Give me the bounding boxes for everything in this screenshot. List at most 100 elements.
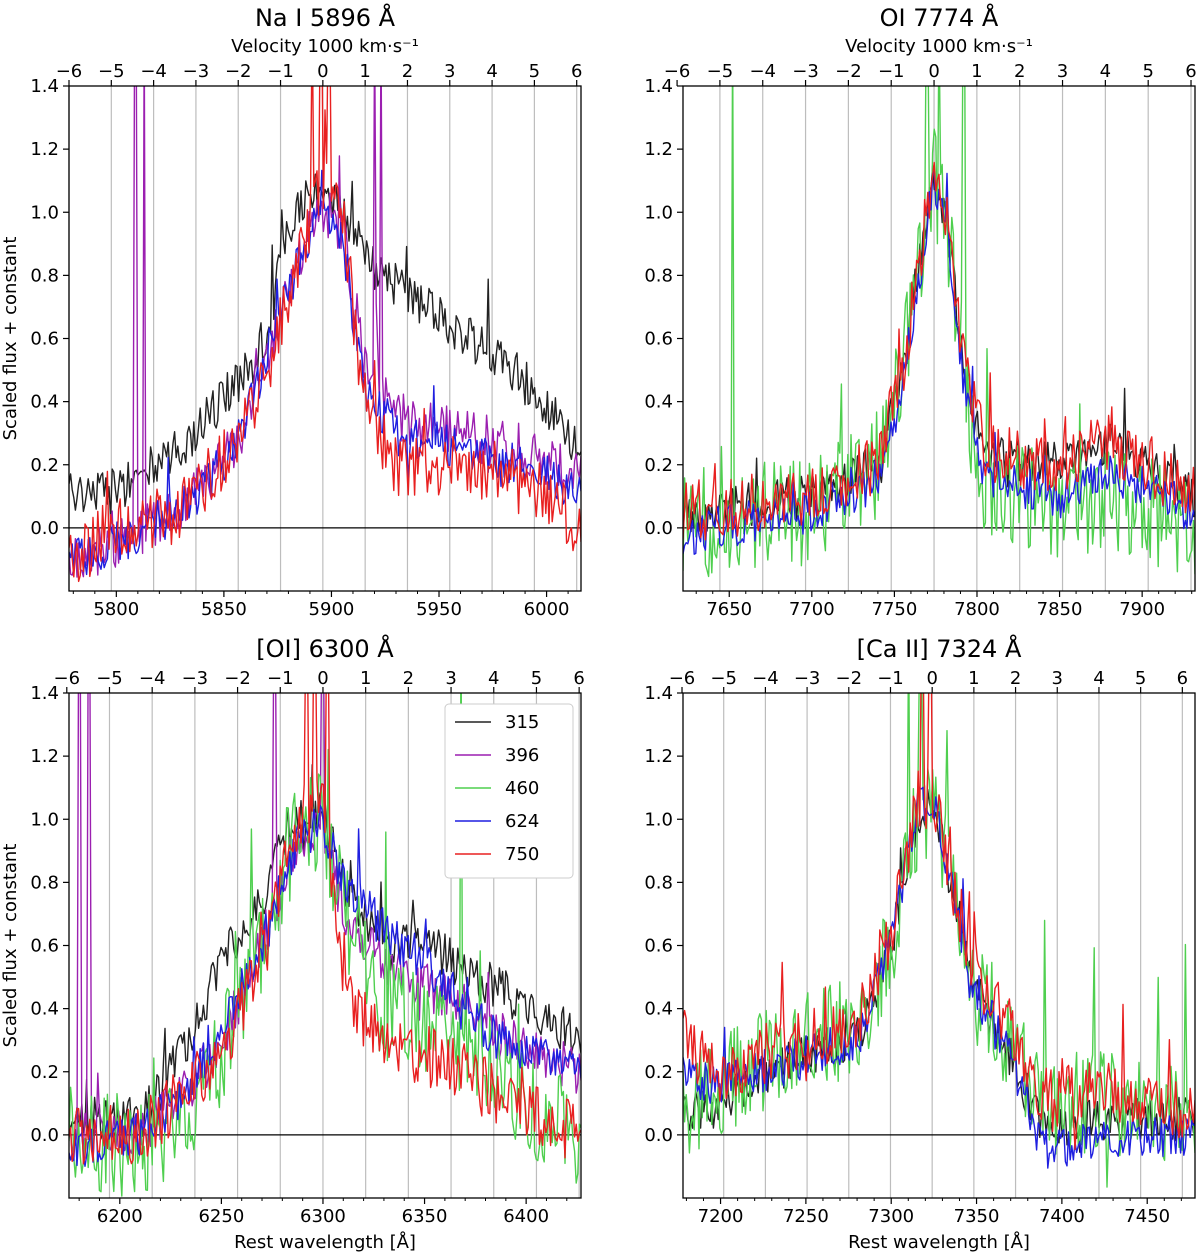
legend-label-750: 750 xyxy=(505,844,539,865)
x-tick-label: 7800 xyxy=(954,599,1000,620)
velocity-tick-label: −4 xyxy=(752,668,779,689)
velocity-tick-label: −4 xyxy=(140,61,167,82)
x-tick-label: 7450 xyxy=(1124,1206,1170,1227)
x-axis-label: Rest wavelength [Å] xyxy=(234,1231,416,1253)
velocity-tick-label: 6 xyxy=(1185,61,1196,82)
panel-1: 5800 5850 5900 5950 6000 0.0 0.2 0.4 0.6 0.8 1.0 1.… xyxy=(0,3,582,620)
velocity-tick-label: 1 xyxy=(360,668,371,689)
legend-label-460: 460 xyxy=(505,778,539,799)
x-tick-label: 5800 xyxy=(93,599,139,620)
y-tick-label: 1.2 xyxy=(30,139,59,160)
x-tick-label: 7250 xyxy=(783,1206,829,1227)
velocity-tick-label: 1 xyxy=(968,668,979,689)
velocity-tick-label: −5 xyxy=(96,668,123,689)
velocity-tick-label: −2 xyxy=(835,61,862,82)
x-tick-label: 7650 xyxy=(706,599,752,620)
y-tick-label: 0.8 xyxy=(30,265,59,286)
series-line-315 xyxy=(69,173,581,521)
y-tick-label: 0.4 xyxy=(30,999,59,1020)
y-tick-label: 0.0 xyxy=(644,1125,673,1146)
velocity-tick-label: −2 xyxy=(224,668,251,689)
y-tick-label: 1.4 xyxy=(30,76,59,97)
y-tick-label: 0.8 xyxy=(30,872,59,893)
velocity-tick-label: 4 xyxy=(1093,668,1104,689)
velocity-tick-label: 6 xyxy=(571,61,582,82)
velocity-tick-label: 4 xyxy=(488,668,499,689)
x-tick-label: 7850 xyxy=(1037,599,1083,620)
y-tick-label: 1.0 xyxy=(644,809,673,830)
y-tick-label: 0.4 xyxy=(644,392,673,413)
series-line-750 xyxy=(69,693,581,1165)
velocity-tick-label: 3 xyxy=(445,668,456,689)
series-line-624 xyxy=(683,167,1195,555)
velocity-tick-label: 5 xyxy=(1142,61,1153,82)
series-group xyxy=(683,86,1195,578)
x-tick-label: 7200 xyxy=(698,1206,744,1227)
velocity-tick-label: 4 xyxy=(1100,61,1111,82)
series-line-460 xyxy=(683,693,1195,1188)
y-tick-label: 1.0 xyxy=(644,202,673,223)
velocity-tick-label: −5 xyxy=(710,668,737,689)
series-line-750 xyxy=(683,693,1195,1151)
series-line-750 xyxy=(683,161,1195,541)
velocity-tick-label: 5 xyxy=(531,668,542,689)
velocity-tick-label: −4 xyxy=(749,61,776,82)
x-tick-label: 7700 xyxy=(789,599,835,620)
velocity-tick-label: 1 xyxy=(971,61,982,82)
velocity-tick-label: 6 xyxy=(573,668,584,689)
top-axis-label: Velocity 1000 km·s⁻¹ xyxy=(845,36,1033,57)
velocity-tick-label: 1 xyxy=(359,61,370,82)
x-axis-label: Rest wavelength [Å] xyxy=(848,1231,1030,1253)
series-line-396 xyxy=(69,86,581,578)
velocity-tick-label: −3 xyxy=(794,668,821,689)
y-tick-label: 1.4 xyxy=(644,76,673,97)
legend-label-396: 396 xyxy=(505,745,539,766)
velocity-tick-label: −3 xyxy=(182,668,209,689)
velocity-tick-label: −2 xyxy=(225,61,252,82)
y-tick-label: 0.4 xyxy=(30,392,59,413)
velocity-tick-label: 0 xyxy=(317,61,328,82)
velocity-tick-label: −1 xyxy=(877,668,904,689)
velocity-tick-label: −3 xyxy=(792,61,819,82)
series-line-750 xyxy=(69,86,581,583)
x-tick-label: 5950 xyxy=(416,599,462,620)
velocity-tick-label: 6 xyxy=(1177,668,1188,689)
x-tick-label: 5900 xyxy=(309,599,355,620)
velocity-tick-label: −6 xyxy=(54,668,81,689)
velocity-tick-label: 3 xyxy=(1052,668,1063,689)
panel-4: 7200 7250 7300 7350 7400 7450 0.0 0.2 0.4 0.6 0.8 1… xyxy=(644,634,1196,1253)
legend-label-624: 624 xyxy=(505,811,539,832)
x-tick-label: 7750 xyxy=(872,599,918,620)
series-line-460 xyxy=(683,86,1195,578)
velocity-tick-label: 2 xyxy=(1014,61,1025,82)
velocity-tick-label: 2 xyxy=(403,668,414,689)
y-tick-label: 0.6 xyxy=(644,936,673,957)
velocity-tick-label: −4 xyxy=(139,668,166,689)
velocity-tick-label: −1 xyxy=(267,61,294,82)
series-group xyxy=(683,693,1195,1188)
velocity-tick-label: 0 xyxy=(317,668,328,689)
y-tick-label: 0.8 xyxy=(644,872,673,893)
y-tick-label: 0.2 xyxy=(644,1062,673,1083)
x-tick-label: 6400 xyxy=(503,1206,549,1227)
y-tick-label: 0.0 xyxy=(30,1125,59,1146)
y-tick-label: 0.6 xyxy=(644,329,673,350)
y-tick-label: 0.0 xyxy=(644,518,673,539)
velocity-tick-label: 2 xyxy=(1010,668,1021,689)
top-axis-label: Velocity 1000 km·s⁻¹ xyxy=(231,36,419,57)
series-group xyxy=(69,693,581,1197)
y-tick-label: 0.6 xyxy=(30,936,59,957)
y-tick-label: 1.2 xyxy=(644,139,673,160)
velocity-tick-label: 3 xyxy=(1057,61,1068,82)
velocity-tick-label: 0 xyxy=(926,668,937,689)
velocity-tick-label: −3 xyxy=(183,61,210,82)
velocity-tick-label: 5 xyxy=(1135,668,1146,689)
y-tick-label: 0.2 xyxy=(644,455,673,476)
velocity-tick-label: −2 xyxy=(836,668,863,689)
y-tick-label: 0.6 xyxy=(30,329,59,350)
x-tick-label: 6200 xyxy=(97,1206,143,1227)
legend-box xyxy=(444,703,574,879)
velocity-tick-label: 0 xyxy=(928,61,939,82)
x-tick-label: 6250 xyxy=(198,1206,244,1227)
